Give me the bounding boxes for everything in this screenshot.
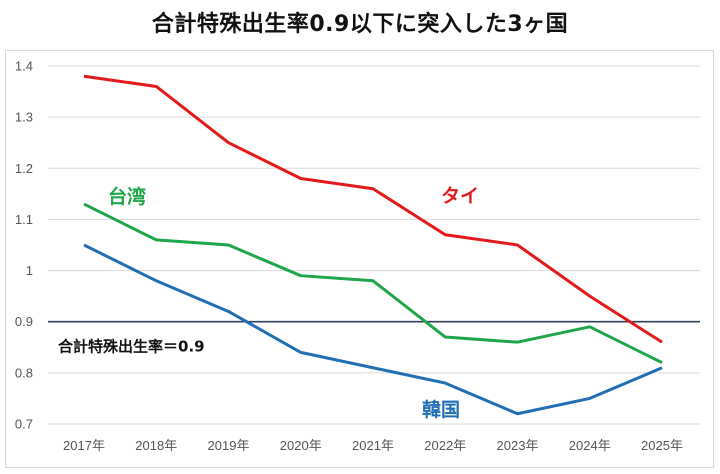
series-label: 台湾 xyxy=(108,185,146,208)
reference-line-label: 合計特殊出生率＝0.9 xyxy=(57,338,205,356)
x-tick-label: 2021年 xyxy=(352,438,394,453)
x-tick-label: 2020年 xyxy=(280,438,322,453)
gridlines xyxy=(48,65,700,425)
x-tick-label: 2019年 xyxy=(208,438,250,453)
y-tick-label: 1.2 xyxy=(15,161,33,176)
y-axis-ticks: 0.7 0.8 0.9 1 1.1 1.2 1.3 1.4 xyxy=(15,59,33,432)
series-label: タイ xyxy=(441,185,479,207)
series-label: 韓国 xyxy=(422,398,460,421)
x-tick-label: 2018年 xyxy=(135,438,177,453)
y-tick-label: 1.3 xyxy=(15,110,33,125)
reference-line-group: 合計特殊出生率＝0.9 xyxy=(48,320,700,356)
x-tick-label: 2023年 xyxy=(497,438,539,453)
chart-frame xyxy=(5,50,714,468)
y-tick-label: 1.4 xyxy=(15,59,33,74)
series-line-タイ xyxy=(83,74,663,344)
y-tick-label: 0.9 xyxy=(15,314,33,329)
y-tick-label: 0.7 xyxy=(15,417,33,432)
chart-title: 合計特殊出生率0.9以下に突入した3ヶ国 xyxy=(151,12,569,37)
x-tick-label: 2025年 xyxy=(641,438,683,453)
y-tick-label: 0.8 xyxy=(15,365,33,380)
x-tick-label: 2017年 xyxy=(63,438,105,453)
series-lines xyxy=(83,74,663,416)
x-tick-label: 2022年 xyxy=(424,438,466,453)
x-tick-label: 2024年 xyxy=(569,438,611,453)
y-tick-label: 1 xyxy=(26,263,33,278)
y-tick-label: 1.1 xyxy=(15,212,33,227)
x-axis-ticks: 2017年 2018年 2019年 2020年 2021年 2022年 2023年 2024年… xyxy=(63,438,683,453)
